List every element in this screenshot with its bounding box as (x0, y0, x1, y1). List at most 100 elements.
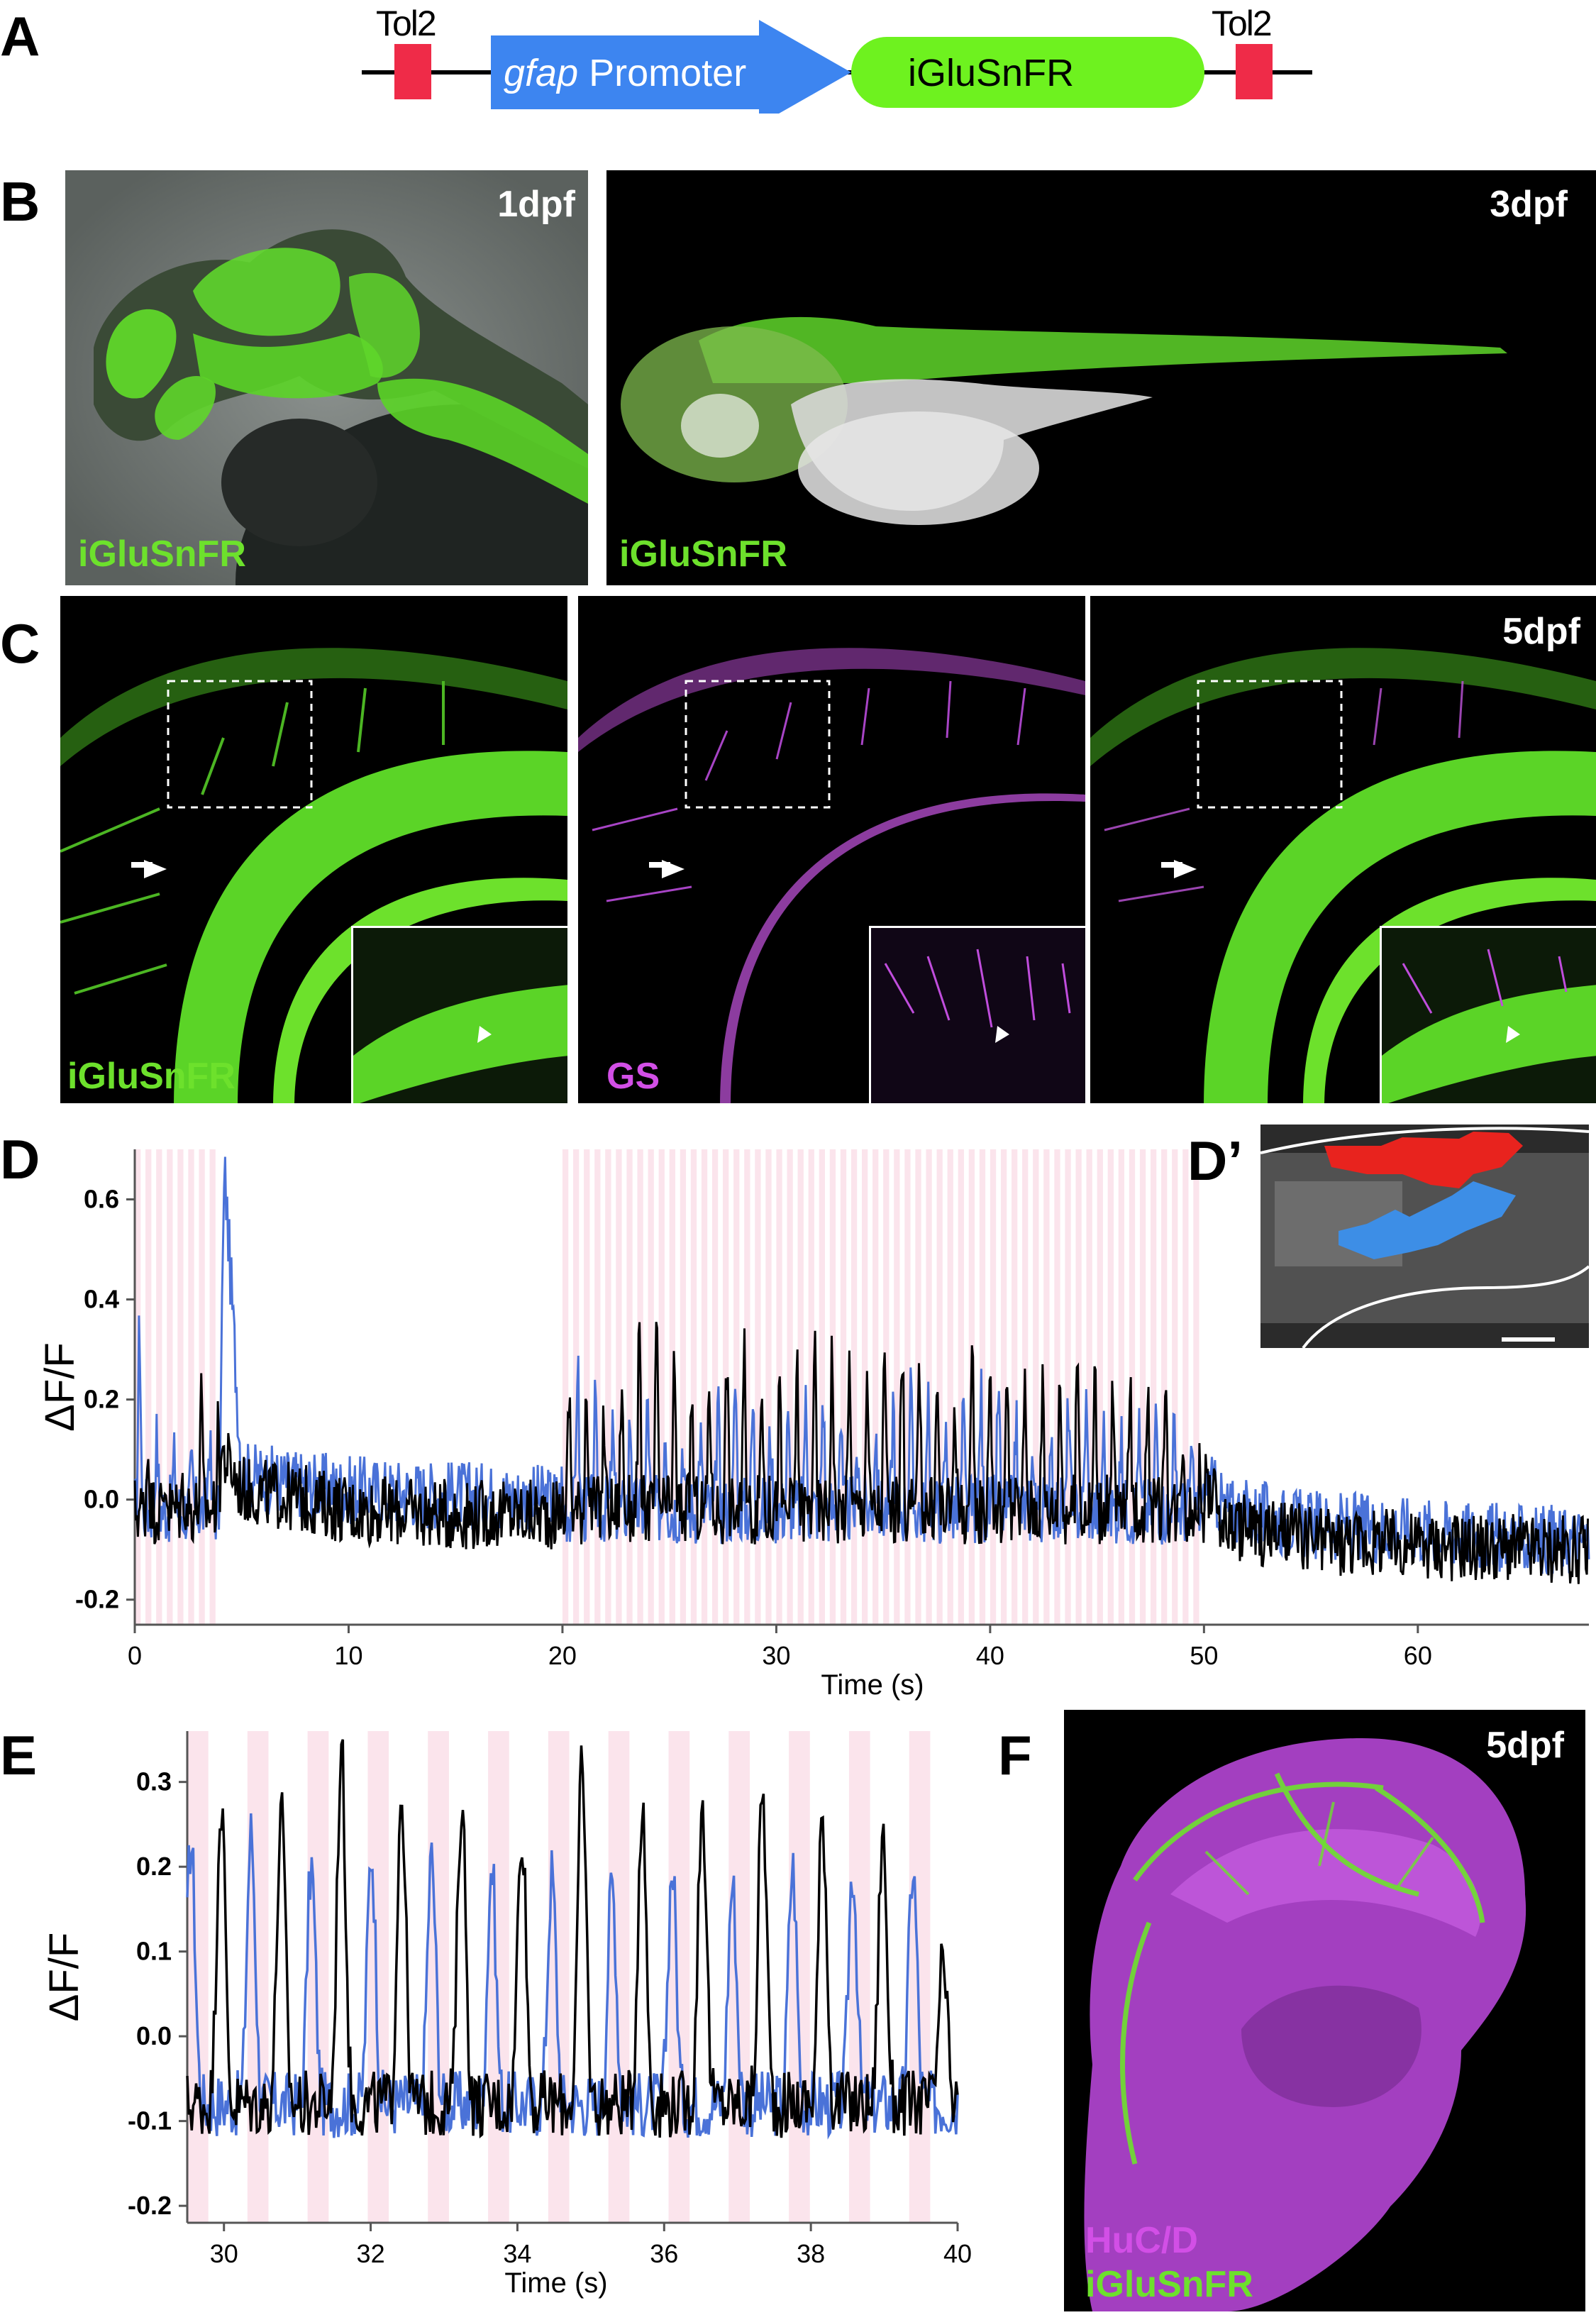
retina-gs-image: GS (578, 596, 1085, 1103)
channel-label-huc: HuC/D (1085, 2220, 1198, 2261)
y-tick-label: 0.6 (84, 1185, 119, 1214)
stimulus-bar (608, 1731, 630, 2223)
panel-label-e: E (0, 1724, 38, 1786)
x-tick-label: 30 (210, 2239, 238, 2268)
stimulus-bar (680, 1149, 687, 1625)
x-tick-label: 40 (976, 1641, 1004, 1670)
stimulus-bar (209, 1149, 216, 1625)
promoter-arrow (491, 20, 851, 125)
scale-bar (1502, 1337, 1555, 1342)
roi-box (685, 680, 831, 809)
stimulus-bar (1065, 1149, 1071, 1625)
stimulus-bar (1161, 1149, 1168, 1625)
stimulus-bar (488, 1731, 509, 2223)
stimulus-bar (728, 1731, 750, 2223)
x-tick-label: 60 (1404, 1641, 1432, 1670)
roi-red (1324, 1132, 1523, 1188)
stimulus-bar (990, 1149, 997, 1625)
stimulus-bar (936, 1149, 943, 1625)
x-tick-label: 38 (797, 2239, 825, 2268)
stimulus-bar (789, 1731, 810, 2223)
stimulus-bar (904, 1149, 911, 1625)
stimulus-bar (548, 1731, 570, 2223)
series-line (186, 1813, 959, 2140)
x-tick-label: 20 (548, 1641, 577, 1670)
stimulus-bar (1000, 1149, 1007, 1625)
stimulus-bar (367, 1731, 389, 2223)
y-tick-label: -0.2 (75, 1585, 119, 1614)
y-tick-label: 0.2 (84, 1385, 119, 1414)
roi-blue (1339, 1181, 1516, 1259)
y-tick-label: 0.2 (136, 1852, 172, 1881)
stimulus-bar (958, 1149, 964, 1625)
inset-merge (1380, 926, 1596, 1103)
tol2-left-label: Tol2 (376, 4, 437, 43)
stimulus-bar (797, 1149, 804, 1625)
stimulus-bar (733, 1149, 740, 1625)
stimulus-bar (145, 1149, 152, 1625)
panel-label-c: C (0, 612, 40, 675)
promoter-rest: Promoter (578, 52, 747, 94)
y-tick-label: -0.1 (128, 2106, 172, 2136)
stimulus-bar (1150, 1149, 1157, 1625)
stimulus-bar (1012, 1149, 1018, 1625)
stimulus-bar (1182, 1149, 1189, 1625)
construct-diagram (362, 0, 1312, 125)
stage-label-5dpf-c: 5dpf (1502, 611, 1580, 652)
stimulus-bar (648, 1149, 654, 1625)
stimulus-bar (188, 1149, 194, 1625)
embryo-1dpf-image: 1dpf iGluSnFR (65, 170, 588, 585)
reporter-box (851, 37, 1204, 108)
stage-label-3dpf: 3dpf (1490, 184, 1568, 225)
chart-d: 0 10 20 30 40 50 60 -0.2 0.0 0.2 0.4 0.6 Time (s) ΔF/… (37, 1149, 1596, 1717)
stimulus-bar (947, 1149, 953, 1625)
x-axis-label: Time (s) (504, 2267, 607, 2299)
stimulus-bar (584, 1149, 590, 1625)
stimulus-bar (711, 1149, 719, 1625)
panel-label-d: D (0, 1128, 40, 1190)
stimulus-shading (135, 1149, 1199, 1625)
channel-label-gs: GS (606, 1056, 660, 1097)
stimulus-bar (626, 1149, 633, 1625)
x-tick-label: 0 (128, 1641, 142, 1670)
stimulus-bar (562, 1149, 569, 1625)
stimulus-bar (1172, 1149, 1178, 1625)
x-tick-label: 32 (357, 2239, 385, 2268)
stimulus-bar (744, 1149, 750, 1625)
stimulus-bar (755, 1149, 761, 1625)
stimulus-bar (658, 1149, 665, 1625)
roi-box (167, 680, 313, 809)
x-tick-label: 36 (650, 2239, 678, 2268)
stimulus-bar (1193, 1149, 1199, 1625)
x-tick-label: 50 (1190, 1641, 1218, 1670)
roi-image-d-prime (1260, 1125, 1589, 1348)
stimulus-bar (1129, 1149, 1136, 1625)
promoter-italic: gfap (504, 52, 579, 94)
series-1 (133, 1322, 1589, 1584)
channel-label-igluSnFR: iGluSnFR (67, 1056, 235, 1097)
stimulus-bar (1139, 1149, 1146, 1625)
x-tick-label: 34 (503, 2239, 531, 2268)
roi-box (1197, 680, 1343, 809)
panel-label-f: F (998, 1724, 1032, 1786)
y-axis-label: ΔF/F (43, 1342, 83, 1432)
stimulus-bar (862, 1149, 868, 1625)
tol2-right-label: Tol2 (1212, 4, 1273, 43)
panel-label-a: A (0, 5, 40, 67)
x-axis-label: Time (s) (821, 1669, 924, 1701)
stimulus-bar (167, 1149, 173, 1625)
stimulus-bar (247, 1731, 269, 2223)
chart-e: 30 32 34 36 38 40 -0.2 -0.1 0.0 0.1 0.2 0.3 Time (s)… (41, 1731, 1036, 2311)
tol2-left-box (394, 44, 431, 99)
stimulus-bar (1107, 1149, 1114, 1625)
larva-3dpf-image: 3dpf iGluSnFR (606, 170, 1596, 585)
series-line (186, 1739, 959, 2139)
stimulus-bar (1097, 1149, 1103, 1625)
x-tick-label: 30 (762, 1641, 790, 1670)
stimulus-bar (808, 1149, 814, 1625)
stimulus-bar (668, 1731, 690, 2223)
stimulus-bar (850, 1149, 858, 1625)
stimulus-bar (1054, 1149, 1060, 1625)
channel-label-3dpf: iGluSnFR (619, 534, 787, 575)
y-tick-label: 0.0 (84, 1485, 119, 1514)
